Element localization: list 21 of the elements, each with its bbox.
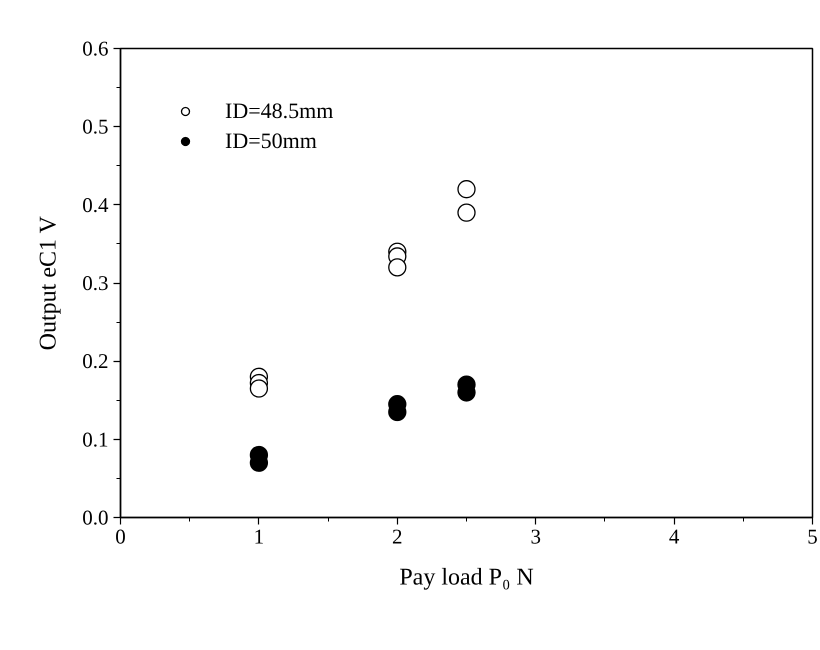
x-tick-label: 1 [254, 524, 264, 548]
y-tick-label: 0.4 [82, 192, 109, 217]
point [250, 379, 268, 398]
legend-label: ID=48.5mm [225, 98, 334, 124]
y-tick-label: 0.5 [82, 114, 108, 139]
legend-label: ID=50mm [225, 128, 317, 154]
point [388, 258, 406, 276]
x-tick-label: 0 [115, 524, 126, 548]
y-axis-title: Output eC1 V [35, 215, 62, 350]
x-tick-label: 3 [530, 524, 541, 548]
point [457, 180, 476, 198]
y-tick-label: 0.0 [82, 506, 108, 530]
x-tick-label: 2 [392, 524, 403, 548]
y-tick-label: 0.3 [82, 271, 108, 295]
point [457, 204, 476, 222]
x-axis-title: Pay load P₀ N [399, 564, 534, 590]
y-tick-label: 0.6 [82, 36, 108, 60]
y-tick-label: 0.2 [82, 349, 108, 374]
x-tick-label: 4 [668, 524, 680, 548]
y-tick-label: 0.1 [82, 427, 108, 452]
x-tick-label: 5 [807, 524, 818, 548]
